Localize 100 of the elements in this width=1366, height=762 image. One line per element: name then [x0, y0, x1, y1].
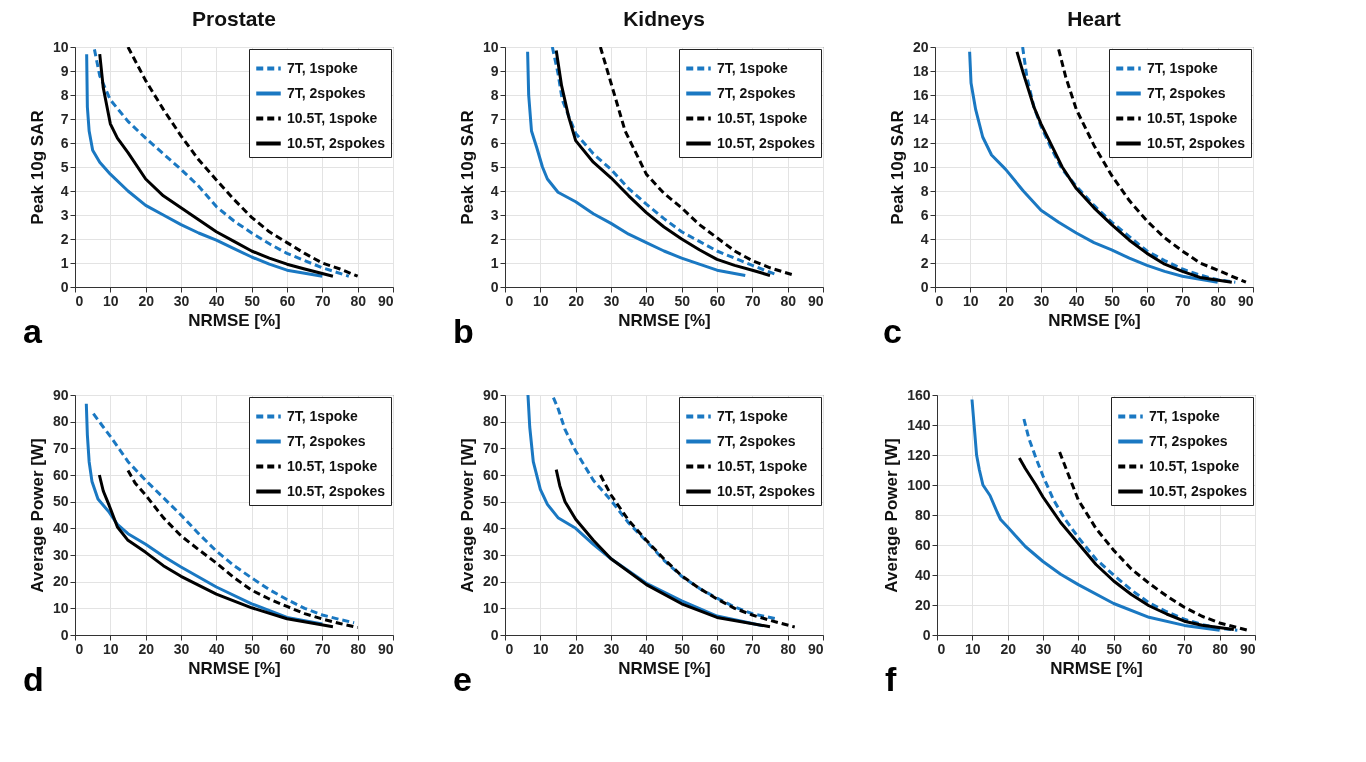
legend-label: 10.5T, 1spoke — [1149, 457, 1240, 474]
y-tick-label: 0 — [60, 626, 69, 643]
y-tick-label: 80 — [482, 413, 499, 430]
y-tick-label: 8 — [60, 86, 69, 103]
x-tick-label: 10 — [963, 292, 979, 309]
legend-label: 7T, 1spoke — [287, 59, 359, 76]
y-tick-label: 60 — [914, 536, 931, 553]
x-tick-label: 80 — [780, 292, 797, 309]
x-tick-label: 80 — [350, 292, 367, 309]
y-tick-label: 18 — [912, 62, 929, 79]
y-tick-label: 90 — [482, 386, 499, 403]
x-tick-label: 80 — [1212, 640, 1229, 657]
y-tick-label: 0 — [490, 626, 499, 643]
x-tick-label: 0 — [505, 292, 514, 309]
x-tick-label: 0 — [75, 292, 84, 309]
legend-label: 7T, 1spoke — [717, 59, 789, 76]
text: a — [23, 312, 43, 350]
y-tick-label: 0 — [922, 626, 931, 643]
x-tick-label: 70 — [745, 640, 761, 657]
legend-label: 10.5T, 2spokes — [287, 482, 386, 499]
y-tick-label: 5 — [60, 158, 69, 175]
x-tick-label: 60 — [709, 292, 726, 309]
y-axis-title: Average Power [W] — [457, 438, 477, 593]
x-tick-label: 70 — [315, 292, 331, 309]
legend-label: 10.5T, 1spoke — [287, 109, 378, 126]
text: f — [885, 660, 897, 698]
y-tick-label: 20 — [52, 573, 69, 590]
legend-label: 7T, 2spokes — [1149, 432, 1228, 449]
y-tick-label: 30 — [482, 546, 499, 563]
x-tick-label: 0 — [505, 640, 514, 657]
y-tick-label: 20 — [912, 38, 929, 55]
y-tick-label: 14 — [912, 110, 929, 127]
x-axis-title: NRMSE [%] — [1048, 310, 1141, 330]
legend-label: 7T, 1spoke — [287, 407, 359, 424]
y-tick-label: 10 — [912, 158, 929, 175]
x-tick-label: 50 — [674, 640, 691, 657]
x-tick-label: 20 — [568, 292, 585, 309]
y-tick-label: 60 — [482, 466, 499, 483]
y-tick-label: 40 — [482, 519, 499, 536]
y-tick-label: 9 — [490, 62, 499, 79]
legend-label: 7T, 2spokes — [287, 432, 366, 449]
x-tick-label: 0 — [75, 640, 84, 657]
legend-label: 7T, 1spoke — [1149, 407, 1221, 424]
y-tick-label: 2 — [920, 254, 929, 271]
y-tick-label: 100 — [907, 476, 931, 493]
y-tick-label: 0 — [60, 278, 69, 295]
x-axis-title: NRMSE [%] — [618, 310, 711, 330]
y-tick-label: 10 — [52, 599, 69, 616]
y-tick-label: 140 — [907, 416, 931, 433]
y-tick-label: 20 — [914, 596, 931, 613]
x-tick-label: 90 — [807, 292, 824, 309]
x-tick-label: 40 — [1069, 292, 1085, 309]
y-tick-label: 160 — [907, 386, 931, 403]
y-tick-label: 1 — [60, 254, 69, 271]
y-tick-label: 7 — [490, 110, 499, 127]
x-tick-label: 20 — [1000, 640, 1017, 657]
y-tick-label: 10 — [482, 599, 499, 616]
x-tick-label: 30 — [603, 640, 620, 657]
x-tick-label: 70 — [1177, 640, 1193, 657]
x-tick-label: 30 — [173, 292, 190, 309]
y-tick-label: 0 — [920, 278, 929, 295]
y-tick-label: 40 — [52, 519, 69, 536]
y-tick-label: 0 — [490, 278, 499, 295]
y-tick-label: 9 — [60, 62, 69, 79]
text: e — [453, 660, 472, 698]
y-tick-label: 1 — [490, 254, 499, 271]
y-tick-label: 2 — [60, 230, 69, 247]
x-tick-label: 10 — [103, 640, 119, 657]
y-tick-label: 8 — [920, 182, 929, 199]
x-tick-label: 70 — [745, 292, 761, 309]
y-tick-label: 3 — [60, 206, 69, 223]
legend-label: 10.5T, 2spokes — [717, 134, 816, 151]
y-tick-label: 16 — [912, 86, 929, 103]
x-tick-label: 90 — [1237, 292, 1254, 309]
x-tick-label: 90 — [807, 640, 824, 657]
y-tick-label: 12 — [912, 134, 929, 151]
x-tick-label: 50 — [244, 640, 261, 657]
x-tick-label: 20 — [138, 640, 155, 657]
x-tick-label: 20 — [998, 292, 1015, 309]
y-tick-label: 5 — [490, 158, 499, 175]
y-axis-title: Peak 10g SAR — [887, 110, 907, 225]
x-tick-label: 90 — [1239, 640, 1256, 657]
y-tick-label: 8 — [490, 86, 499, 103]
x-tick-label: 20 — [138, 292, 155, 309]
y-tick-label: 70 — [52, 439, 69, 456]
x-axis-title: NRMSE [%] — [1050, 658, 1143, 678]
y-tick-label: 40 — [914, 566, 931, 583]
legend-label: 10.5T, 2spokes — [1149, 482, 1248, 499]
y-axis-title: Average Power [W] — [882, 438, 902, 593]
x-tick-label: 10 — [965, 640, 981, 657]
y-tick-label: 50 — [482, 493, 499, 510]
y-tick-label: 6 — [490, 134, 499, 151]
y-tick-label: 60 — [52, 466, 69, 483]
y-axis-title: Peak 10g SAR — [457, 110, 477, 225]
x-tick-label: 60 — [1141, 640, 1158, 657]
legend-label: 7T, 2spokes — [1147, 84, 1226, 101]
text: d — [23, 660, 44, 698]
x-tick-label: 90 — [377, 640, 394, 657]
text: c — [883, 312, 902, 350]
y-tick-label: 7 — [60, 110, 69, 127]
